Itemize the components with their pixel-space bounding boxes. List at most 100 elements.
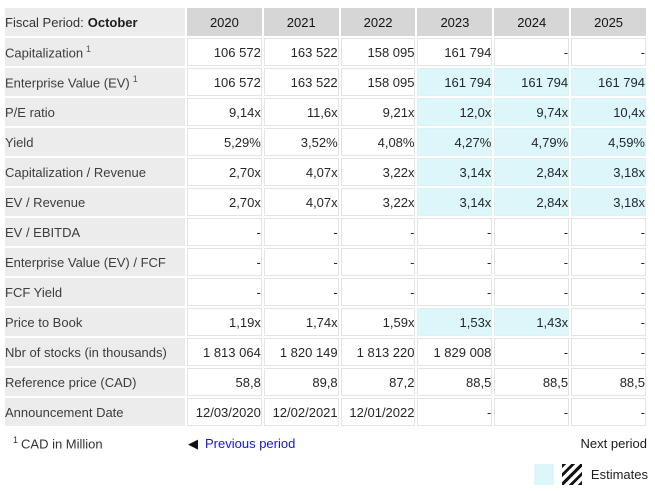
value-cell: - bbox=[571, 398, 646, 426]
row-label-text: EV / Revenue bbox=[5, 194, 86, 210]
year-column-header: 2025 bbox=[571, 8, 646, 36]
value-cell: 88,5 bbox=[571, 368, 646, 396]
value-cell: 1 820 149 bbox=[263, 338, 339, 366]
value-cell: 88,5 bbox=[494, 368, 570, 396]
value-cell: - bbox=[571, 278, 646, 306]
value-cell: 3,22x bbox=[340, 188, 416, 216]
table-row: EV / Revenue 2,70x 4,07x 3,22x 3,14x 2,84x 3,1… bbox=[5, 188, 646, 216]
value-cell: 1,59x bbox=[340, 308, 416, 336]
row-label-text: Capitalization / Revenue bbox=[5, 164, 146, 180]
row-label: FCF Yield bbox=[5, 278, 185, 306]
row-label: Capitalization 1 bbox=[5, 38, 185, 66]
row-label-text: EV / EBITDA bbox=[5, 224, 81, 240]
table-row: Yield 5,29% 3,52% 4,08% 4,27% 4,79% 4,59% bbox=[5, 128, 646, 156]
table-row: EV / EBITDA - - - - - - bbox=[5, 218, 646, 246]
next-period-link[interactable]: Next period bbox=[580, 435, 647, 451]
row-label-text: Announcement Date bbox=[5, 404, 124, 420]
estimates-color-swatch bbox=[533, 464, 554, 486]
value-cell: - bbox=[571, 38, 646, 66]
value-cell: 2,70x bbox=[187, 188, 262, 216]
value-cell: 161 794 bbox=[417, 68, 493, 96]
value-cell: 3,22x bbox=[340, 158, 416, 186]
value-cell: 9,21x bbox=[340, 98, 416, 126]
value-cell: 9,14x bbox=[187, 98, 262, 126]
value-cell: 2,84x bbox=[494, 188, 570, 216]
estimates-legend: Estimates bbox=[3, 464, 648, 486]
table-row: Reference price (CAD) 58,8 89,8 87,2 88,5 88,… bbox=[5, 368, 646, 396]
row-label-text: Enterprise Value (EV) bbox=[5, 75, 130, 91]
value-cell: - bbox=[571, 338, 646, 366]
value-cell: - bbox=[571, 218, 646, 246]
value-cell: - bbox=[263, 218, 339, 246]
value-cell: 163 522 bbox=[263, 38, 339, 66]
value-cell: 106 572 bbox=[187, 68, 262, 96]
value-cell: 58,8 bbox=[187, 368, 262, 396]
value-cell: 4,27% bbox=[417, 128, 493, 156]
value-cell: 4,59% bbox=[571, 128, 646, 156]
table-row: FCF Yield - - - - - - bbox=[5, 278, 646, 306]
row-label: Price to Book bbox=[5, 308, 185, 336]
value-cell: 12,0x bbox=[417, 98, 493, 126]
value-cell: 3,18x bbox=[571, 158, 646, 186]
year-column-header: 2024 bbox=[494, 8, 570, 36]
value-cell: 106 572 bbox=[187, 38, 262, 66]
row-label-text: Enterprise Value (EV) / FCF bbox=[5, 254, 166, 270]
row-label: Nbr of stocks (in thousands) bbox=[5, 338, 185, 366]
previous-period-link[interactable]: ◀ Previous period bbox=[188, 436, 295, 451]
value-cell: - bbox=[417, 218, 493, 246]
year-column-header: 2021 bbox=[263, 8, 339, 36]
table-row: Nbr of stocks (in thousands) 1 813 064 1 8… bbox=[5, 338, 646, 366]
row-label-text: Yield bbox=[5, 134, 34, 150]
value-cell: - bbox=[187, 278, 262, 306]
value-cell: - bbox=[187, 218, 262, 246]
value-cell: 163 522 bbox=[263, 68, 339, 96]
value-cell: 1 813 064 bbox=[187, 338, 262, 366]
row-label-text: P/E ratio bbox=[5, 104, 55, 120]
value-cell: 2,84x bbox=[494, 158, 570, 186]
row-label-text: FCF Yield bbox=[5, 284, 63, 300]
value-cell: 3,52% bbox=[263, 128, 339, 156]
estimates-hatch-swatch bbox=[561, 464, 582, 486]
value-cell: - bbox=[187, 248, 262, 276]
value-cell: - bbox=[417, 278, 493, 306]
row-label-text: Reference price (CAD) bbox=[5, 374, 137, 390]
row-label: Enterprise Value (EV) / FCF bbox=[5, 248, 185, 276]
fiscal-period-value: October bbox=[87, 14, 138, 30]
value-cell: - bbox=[494, 338, 570, 366]
value-cell: 3,14x bbox=[417, 188, 493, 216]
value-cell: 161 794 bbox=[571, 68, 646, 96]
value-cell: 161 794 bbox=[494, 68, 570, 96]
value-cell: 4,08% bbox=[340, 128, 416, 156]
value-cell: - bbox=[417, 398, 493, 426]
table-row: Price to Book 1,19x 1,74x 1,59x 1,53x 1,43x - bbox=[5, 308, 646, 336]
valuation-table: Fiscal Period: October 2020 2021 2022 2023 20… bbox=[3, 6, 648, 428]
header-row: Fiscal Period: October 2020 2021 2022 2023 20… bbox=[5, 8, 646, 36]
value-cell: - bbox=[494, 398, 570, 426]
previous-period-label: Previous period bbox=[205, 435, 296, 451]
row-label: EV / EBITDA bbox=[5, 218, 185, 246]
value-cell: 12/01/2022 bbox=[340, 398, 416, 426]
value-cell: 88,5 bbox=[417, 368, 493, 396]
value-cell: - bbox=[340, 248, 416, 276]
table-row: Enterprise Value (EV) 1 106 572 163 522 158 … bbox=[5, 68, 646, 96]
value-cell: 158 095 bbox=[340, 68, 416, 96]
value-cell: 5,29% bbox=[187, 128, 262, 156]
row-label: Reference price (CAD) bbox=[5, 368, 185, 396]
year-column-header: 2023 bbox=[417, 8, 493, 36]
table-footer: 1 CAD in Million ◀ Previous period Next p… bbox=[3, 435, 648, 451]
value-cell: 11,6x bbox=[263, 98, 339, 126]
year-column-header: 2022 bbox=[340, 8, 416, 36]
value-cell: 12/02/2021 bbox=[263, 398, 339, 426]
value-cell: - bbox=[494, 278, 570, 306]
value-cell: - bbox=[417, 248, 493, 276]
value-cell: 1 813 220 bbox=[340, 338, 416, 366]
value-cell: 3,14x bbox=[417, 158, 493, 186]
value-cell: - bbox=[263, 248, 339, 276]
previous-period-arrow-icon: ◀ bbox=[188, 435, 198, 451]
value-cell: 89,8 bbox=[263, 368, 339, 396]
row-label: Announcement Date bbox=[5, 398, 185, 426]
value-cell: 4,07x bbox=[263, 158, 339, 186]
value-cell: - bbox=[571, 308, 646, 336]
value-cell: 1,74x bbox=[263, 308, 339, 336]
